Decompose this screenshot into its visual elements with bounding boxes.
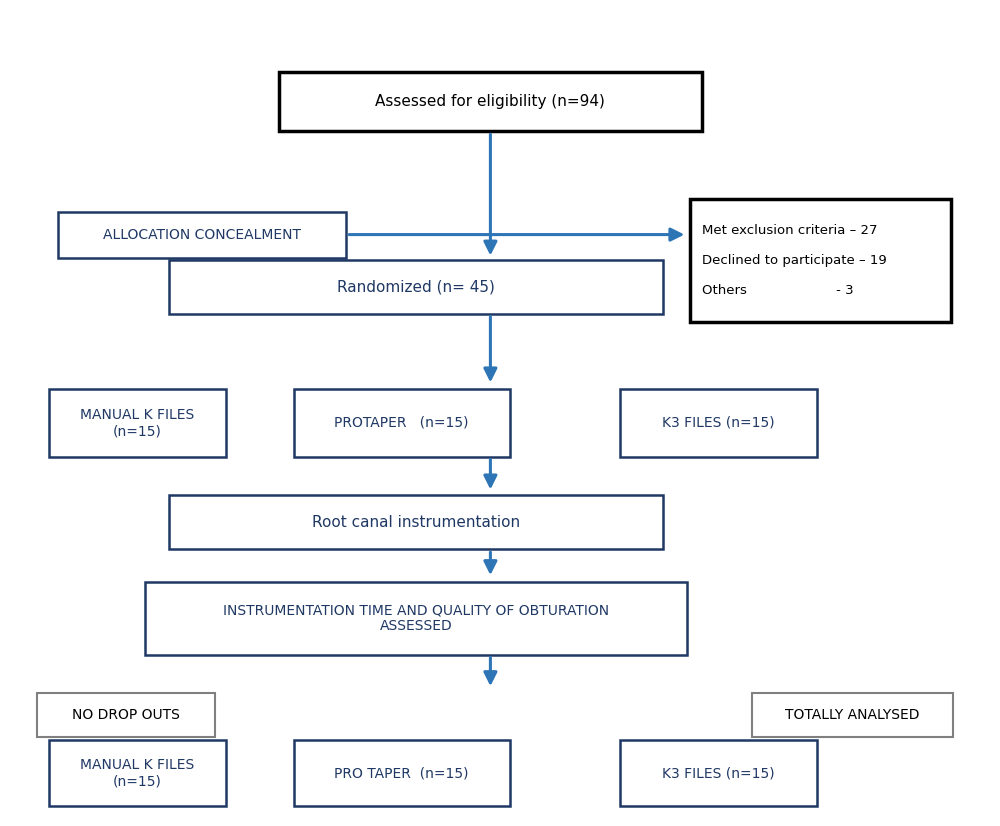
Text: NO DROP OUTS: NO DROP OUTS <box>72 708 180 722</box>
FancyBboxPatch shape <box>294 389 510 457</box>
Text: Randomized (n= 45): Randomized (n= 45) <box>337 279 495 294</box>
FancyBboxPatch shape <box>49 389 226 457</box>
FancyBboxPatch shape <box>752 693 953 737</box>
FancyBboxPatch shape <box>145 582 687 655</box>
FancyBboxPatch shape <box>620 389 817 457</box>
Text: PRO TAPER  (n=15): PRO TAPER (n=15) <box>334 766 469 780</box>
FancyBboxPatch shape <box>58 212 346 259</box>
Text: MANUAL K FILES
(n=15): MANUAL K FILES (n=15) <box>80 408 195 438</box>
Text: PROTAPER   (n=15): PROTAPER (n=15) <box>334 416 469 430</box>
Text: MANUAL K FILES
(n=15): MANUAL K FILES (n=15) <box>80 758 195 788</box>
FancyBboxPatch shape <box>690 199 951 322</box>
FancyBboxPatch shape <box>620 740 817 805</box>
Text: INSTRUMENTATION TIME AND QUALITY OF OBTURATION
ASSESSED: INSTRUMENTATION TIME AND QUALITY OF OBTU… <box>223 603 609 634</box>
FancyBboxPatch shape <box>169 260 663 314</box>
FancyBboxPatch shape <box>169 496 663 549</box>
Text: Met exclusion criteria – 27

Declined to participate – 19

Others               : Met exclusion criteria – 27 Declined to … <box>702 224 886 297</box>
FancyBboxPatch shape <box>37 693 215 737</box>
Text: Root canal instrumentation: Root canal instrumentation <box>312 515 520 530</box>
Text: Assessed for eligibility (n=94): Assessed for eligibility (n=94) <box>375 94 605 109</box>
Text: ALLOCATION CONCEALMENT: ALLOCATION CONCEALMENT <box>103 228 301 242</box>
Text: K3 FILES (n=15): K3 FILES (n=15) <box>662 766 775 780</box>
Text: TOTALLY ANALYSED: TOTALLY ANALYSED <box>785 708 920 722</box>
FancyBboxPatch shape <box>279 72 702 131</box>
Text: K3 FILES (n=15): K3 FILES (n=15) <box>662 416 775 430</box>
FancyBboxPatch shape <box>49 740 226 805</box>
FancyBboxPatch shape <box>294 740 510 805</box>
